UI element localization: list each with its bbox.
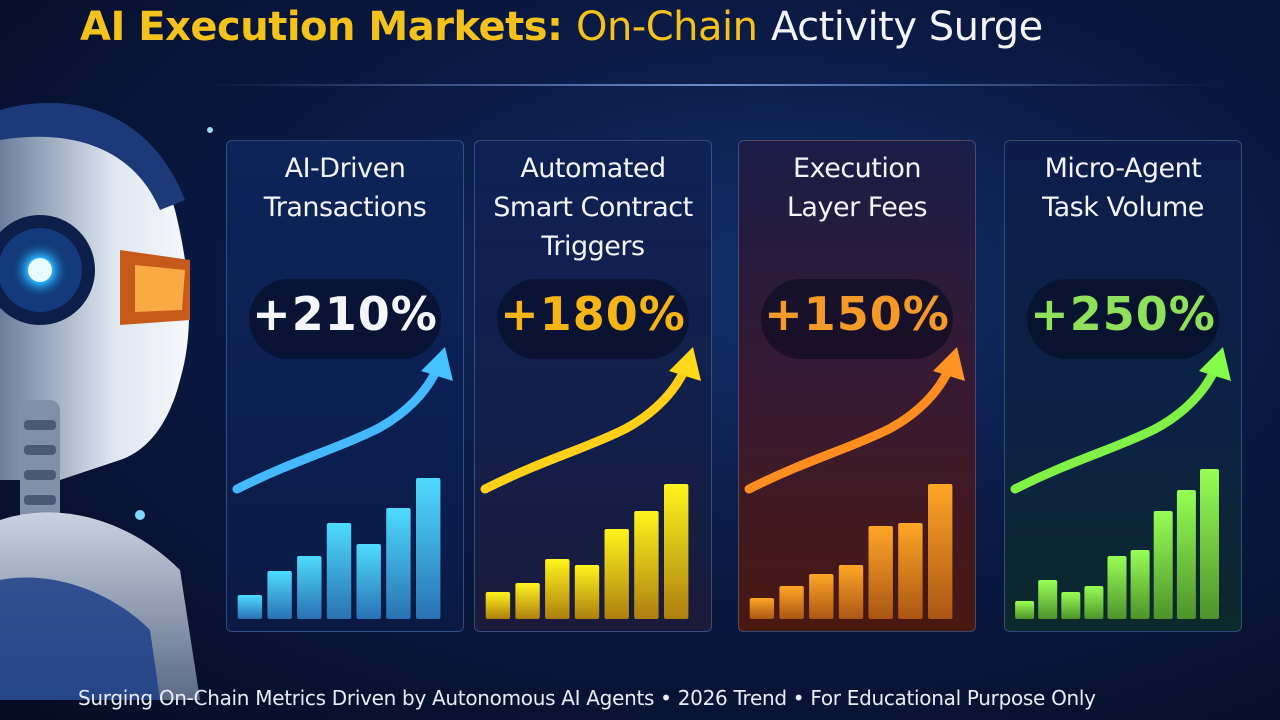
- bar: [664, 484, 689, 619]
- bar: [604, 529, 629, 619]
- growth-value: +250%: [1030, 287, 1216, 341]
- metric-label: Execution Layer Fees: [786, 153, 928, 223]
- bar: [326, 523, 352, 619]
- bar: [1176, 490, 1196, 619]
- growth-pill: [1027, 279, 1219, 359]
- trend-arrowhead: [933, 347, 965, 381]
- trend-arrow: [744, 364, 954, 494]
- metric-panel-execution-layer-fees: Execution Layer Fees +150%: [738, 140, 976, 632]
- bar: [515, 583, 540, 619]
- bar: [545, 559, 570, 619]
- bar: [898, 523, 923, 619]
- title-part-2: On-Chain: [575, 4, 758, 50]
- title-divider: [200, 84, 1220, 86]
- bar: [574, 565, 600, 619]
- bar: [297, 556, 322, 619]
- metric-panel-micro-agent-task-volume: Micro-Agent Task Volume +250%: [1004, 140, 1242, 632]
- trend-arrow: [480, 364, 690, 494]
- bar: [386, 508, 411, 619]
- bar-chart-micro-agent-task-volume: [1010, 347, 1231, 619]
- bar: [1107, 556, 1127, 619]
- footer-caption: Surging On-Chain Metrics Driven by Auton…: [78, 686, 1096, 710]
- growth-pill: [249, 279, 441, 359]
- bar: [838, 565, 864, 619]
- bar: [1153, 511, 1173, 619]
- chart-title: AI Execution Markets: On-Chain Activity …: [80, 4, 1043, 50]
- bar: [356, 544, 381, 619]
- title-part-3: Activity Surge: [770, 4, 1043, 50]
- bar: [1015, 601, 1035, 619]
- growth-value: +180%: [500, 287, 686, 341]
- trend-arrowhead: [1199, 347, 1231, 381]
- metric-panel-ai-driven-transactions: AI-Driven Transactions +210%: [226, 140, 464, 632]
- bar: [1084, 586, 1104, 619]
- growth-value: +210%: [252, 287, 438, 341]
- title-part-1: AI Execution Markets:: [80, 4, 563, 50]
- metric-label: AI-Driven Transactions: [263, 153, 427, 223]
- trend-arrow: [232, 364, 442, 494]
- bar: [1130, 550, 1150, 619]
- bar-chart-ai-driven-transactions: [232, 347, 453, 619]
- bar: [809, 574, 834, 619]
- metric-label: Micro-Agent Task Volume: [1042, 153, 1204, 223]
- bar: [1061, 592, 1081, 619]
- bar: [237, 595, 263, 619]
- bar: [1038, 580, 1058, 619]
- metric-panel-automated-smart-contract-triggers: Automated Smart Contract Triggers +180%: [474, 140, 712, 632]
- bar-chart-execution-layer-fees: [744, 347, 965, 619]
- bar: [928, 484, 953, 619]
- bar: [779, 586, 804, 619]
- bar: [868, 526, 893, 619]
- metric-label: Automated Smart Contract Triggers: [493, 153, 693, 262]
- bar: [485, 592, 511, 619]
- growth-pill: [761, 279, 953, 359]
- growth-value: +150%: [764, 287, 950, 341]
- bar: [749, 598, 775, 619]
- trend-arrow: [1010, 364, 1220, 494]
- trend-arrowhead: [669, 347, 701, 381]
- robot-illustration: [0, 102, 213, 700]
- trend-arrowhead: [421, 347, 453, 381]
- bar: [267, 571, 292, 619]
- bar-chart-automated-smart-contract-triggers: [480, 347, 701, 619]
- growth-pill: [497, 279, 689, 359]
- bar: [1200, 469, 1219, 619]
- bar: [634, 511, 659, 619]
- bar: [416, 478, 441, 619]
